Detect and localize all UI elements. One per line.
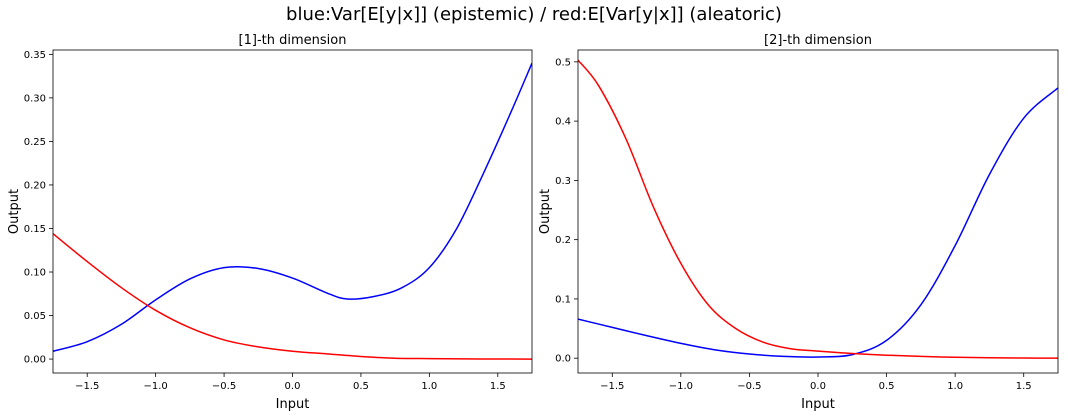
x-tick-label: 0.0 [810,381,826,392]
series-line-red [578,59,1058,359]
x-tick-label: 0.5 [879,381,895,392]
y-tick-label: 0.15 [24,224,46,235]
x-tick-label: 1.5 [1016,381,1032,392]
x-tick-label: −0.5 [737,381,761,392]
axes-frame [52,49,533,374]
series-line-blue [53,62,532,352]
y-tick-label: 0.25 [24,137,46,148]
y-axis-label: Output [538,189,553,234]
subplot-title: [2]-th dimension [764,33,872,48]
y-tick-label: 0.5 [555,57,571,68]
subplot-1: −1.5 −1.0 −0.5 0.0 0.5 1.0 1.5 0.00 0.05 0.10 0.15… [7,33,533,412]
y-tick-label: 0.10 [24,268,46,279]
subplot-2: −1.5 −1.0 −0.5 0.0 0.5 1.0 1.5 0.0 0.1 0.2 0.3 0.4 0… [538,33,1059,412]
x-axis-label: Input [276,397,310,412]
x-tick-label: −1.5 [600,381,624,392]
x-tick-label: 0.0 [285,381,301,392]
series-line-red [53,233,532,360]
x-tick-label: −1.0 [669,381,693,392]
axes-frame [577,49,1059,374]
x-tick-label: −1.0 [143,381,167,392]
x-tick-label: 1.5 [490,381,506,392]
y-tick-label: 0.05 [24,311,46,322]
x-tick-label: 1.0 [947,381,963,392]
x-tick-label: −1.5 [75,381,99,392]
y-tick-label: 0.1 [555,294,571,305]
subplot-title: [1]-th dimension [239,33,347,48]
y-tick-label: 0.0 [555,354,571,365]
y-tick-label: 0.30 [24,93,46,104]
y-tick-label: 0.00 [24,355,46,366]
x-axis-label: Input [801,397,835,412]
y-tick-label: 0.4 [555,117,571,128]
y-tick-label: 0.35 [24,50,46,61]
y-tick-label: 0.2 [555,235,571,246]
x-tick-label: 1.0 [421,381,437,392]
figure-title: blue:Var[E[y|x]] (epistemic) / red:E[Var… [286,4,782,25]
series-line-blue [578,87,1058,358]
y-tick-label: 0.20 [24,180,46,191]
x-tick-label: −0.5 [212,381,236,392]
y-tick-label: 0.3 [555,176,571,187]
y-axis-label: Output [7,189,22,234]
x-tick-label: 0.5 [353,381,369,392]
